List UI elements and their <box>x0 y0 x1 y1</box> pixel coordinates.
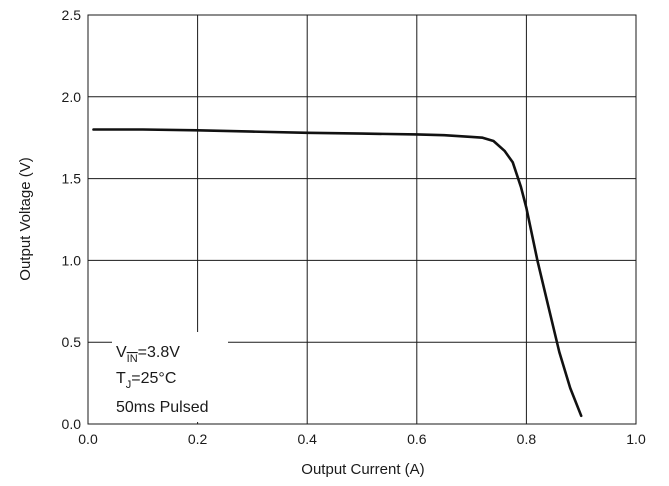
x-axis-label: Output Current (A) <box>301 461 424 478</box>
x-tick-label: 0.0 <box>78 431 98 447</box>
annotation-background <box>112 332 228 422</box>
series-line <box>92 128 583 418</box>
annotation-vin: VIN=3.8V <box>116 344 180 365</box>
annotation-tj-sub: J <box>126 379 132 391</box>
y-tick-label: 1.0 <box>62 252 82 268</box>
x-tick-label: 1.0 <box>626 431 646 447</box>
x-tick-labels: 0.0 0.2 0.4 0.6 0.8 1.0 <box>78 431 646 447</box>
annotation-pulse: 50ms Pulsed <box>116 399 209 416</box>
y-tick-label: 2.0 <box>62 89 82 105</box>
y-tick-label: 0.0 <box>62 416 82 432</box>
x-tick-label: 0.4 <box>297 431 317 447</box>
x-tick-label: 0.8 <box>517 431 537 447</box>
annotation-tj: TJ=25°C <box>116 370 176 391</box>
y-tick-label: 1.5 <box>62 171 82 187</box>
y-tick-label: 2.5 <box>62 7 82 23</box>
y-axis-label: Output Voltage (V) <box>17 157 34 280</box>
y-tick-label: 0.5 <box>62 334 82 350</box>
plot-frame <box>87 14 637 425</box>
annotation-vin-sub: IN <box>127 353 138 365</box>
x-tick-label: 0.6 <box>407 431 427 447</box>
x-tick-label: 0.2 <box>188 431 208 447</box>
y-tick-labels: 0.0 0.5 1.0 1.5 2.0 2.5 <box>62 7 82 432</box>
